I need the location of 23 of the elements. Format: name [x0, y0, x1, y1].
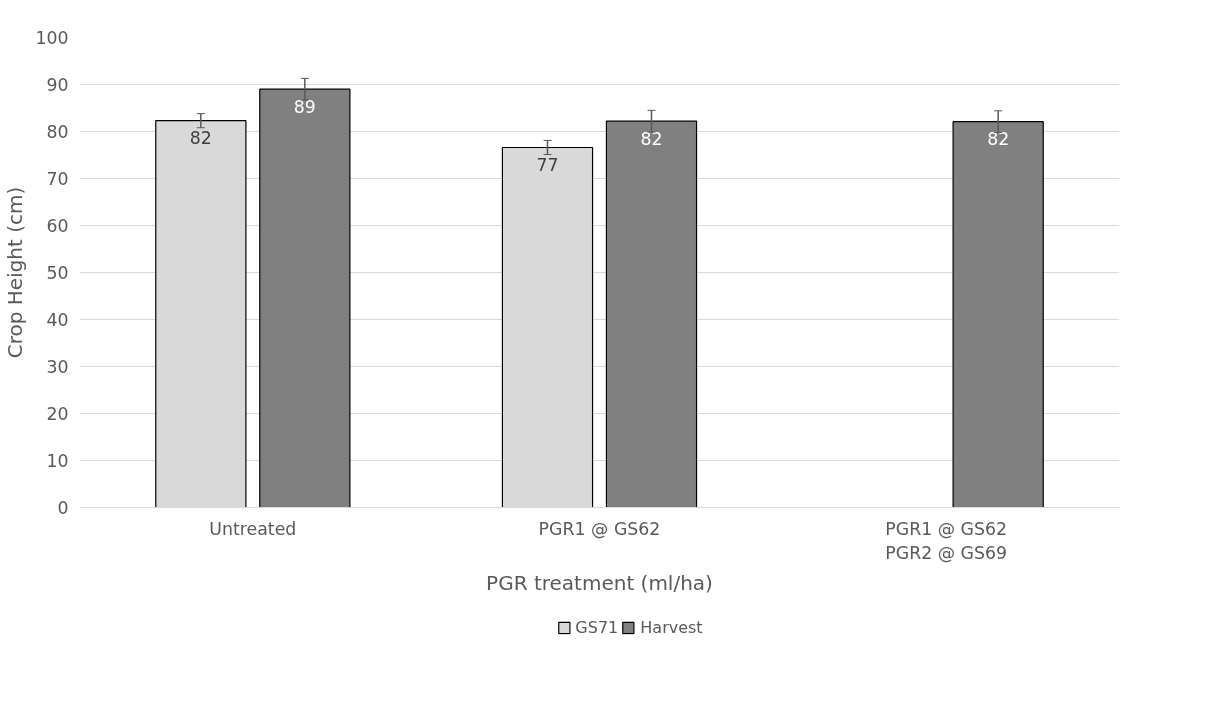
legend-label: GS71: [575, 617, 619, 637]
y-tick-label: 40: [46, 310, 69, 330]
y-axis-title: Crop Height (cm): [3, 186, 28, 359]
y-tick-label: 30: [46, 357, 69, 377]
x-tick-label: PGR1 @ GS62: [538, 518, 661, 539]
y-tick-label: 20: [46, 404, 69, 424]
y-tick-label: 70: [46, 169, 69, 189]
y-tick-label: 100: [35, 28, 69, 48]
x-tick-label: PGR1 @ GS62 PGR2 @ GS69: [885, 518, 1008, 563]
y-tick-label: 50: [46, 263, 69, 283]
x-tick-label: Untreated: [209, 518, 297, 539]
x-axis-title: PGR treatment (ml/ha): [486, 570, 713, 595]
y-tick-label: 80: [46, 122, 69, 142]
data-label: 82: [640, 128, 663, 149]
data-label: 82: [189, 128, 212, 149]
legend-label: Harvest: [640, 617, 703, 637]
y-tick-label: 10: [46, 451, 69, 471]
y-tick-label: 60: [46, 216, 69, 236]
data-label: 77: [536, 154, 559, 175]
y-tick-label: 0: [57, 498, 69, 518]
data-label: 89: [293, 96, 316, 117]
data-label: 82: [987, 128, 1010, 149]
y-tick-label: 90: [46, 75, 69, 95]
